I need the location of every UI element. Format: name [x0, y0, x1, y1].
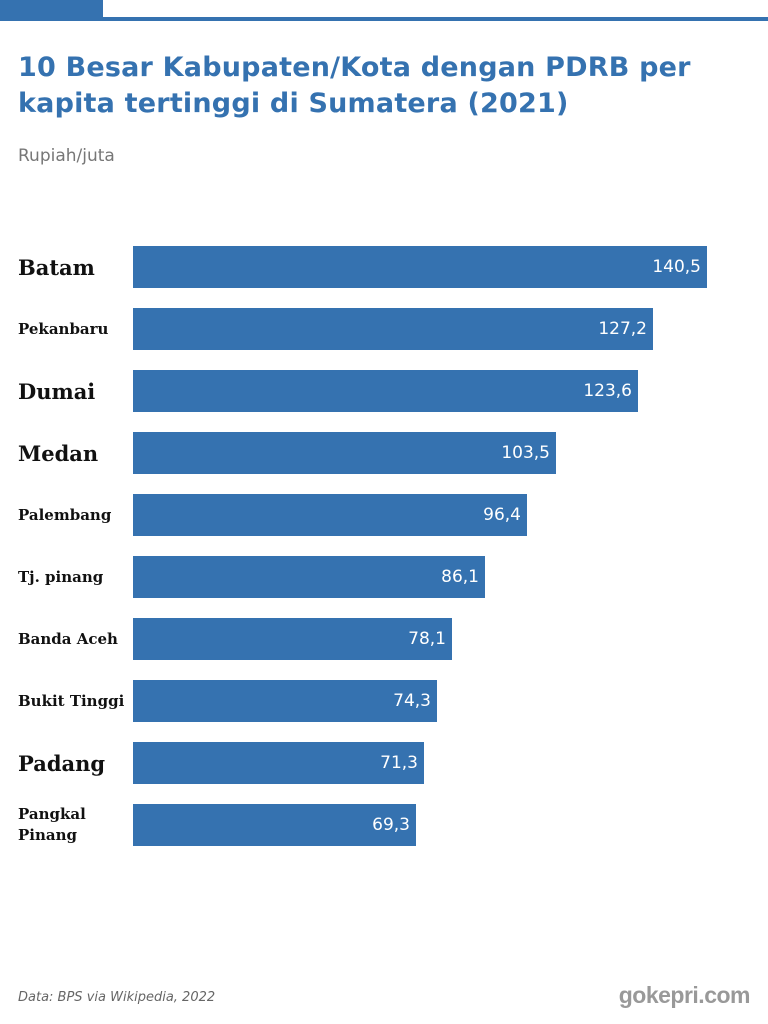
- bar: 123,6: [133, 370, 638, 412]
- header-accent-line: [0, 17, 768, 21]
- category-label: Palembang: [18, 505, 112, 524]
- value-label: 78,1: [408, 629, 446, 649]
- value-label: 74,3: [393, 691, 431, 711]
- bar-row: Batam 140,5: [0, 246, 768, 288]
- bar: 71,3: [133, 742, 424, 784]
- bar-row: Medan 103,5: [0, 432, 768, 474]
- bar: 74,3: [133, 680, 437, 722]
- bar-row: Padang 71,3: [0, 742, 768, 784]
- category-label: Padang: [18, 750, 106, 776]
- bar: 127,2: [133, 308, 653, 350]
- value-label: 127,2: [598, 319, 647, 339]
- bar: 78,1: [133, 618, 452, 660]
- value-label: 86,1: [441, 567, 479, 587]
- bar: 96,4: [133, 494, 527, 536]
- category-label: Banda Aceh: [18, 629, 118, 648]
- source-note: Data: BPS via Wikipedia, 2022: [18, 990, 216, 1005]
- value-label: 103,5: [501, 443, 550, 463]
- bar: 140,5: [133, 246, 707, 288]
- value-label: 71,3: [380, 753, 418, 773]
- header-accent-block: [0, 0, 103, 21]
- value-label: 140,5: [652, 257, 701, 277]
- bar-row: Pangkal Pinang 69,3: [0, 804, 768, 846]
- category-label: Tj. pinang: [18, 567, 104, 586]
- bar-row: Pekanbaru 127,2: [0, 308, 768, 350]
- bar-row: Banda Aceh 78,1: [0, 618, 768, 660]
- category-label: Pangkal Pinang: [18, 805, 86, 844]
- bar-row: Tj. pinang 86,1: [0, 556, 768, 598]
- bar: 103,5: [133, 432, 556, 474]
- unit-label: Rupiah/juta: [18, 146, 115, 166]
- bar: 86,1: [133, 556, 485, 598]
- category-label: Medan: [18, 440, 99, 466]
- bar: 69,3: [133, 804, 416, 846]
- value-label: 123,6: [583, 381, 632, 401]
- bar-row: Bukit Tinggi 74,3: [0, 680, 768, 722]
- category-label: Bukit Tinggi: [18, 691, 125, 710]
- category-label: Batam: [18, 254, 95, 280]
- bar-row: Dumai 123,6: [0, 370, 768, 412]
- category-label: Pekanbaru: [18, 319, 109, 338]
- value-label: 69,3: [372, 815, 410, 835]
- brand-logo: gokepri.com: [618, 982, 751, 1008]
- bar-row: Palembang 96,4: [0, 494, 768, 536]
- category-label: Dumai: [18, 378, 96, 404]
- value-label: 96,4: [483, 505, 521, 525]
- chart-title: 10 Besar Kabupaten/Kota dengan PDRB per …: [18, 52, 691, 119]
